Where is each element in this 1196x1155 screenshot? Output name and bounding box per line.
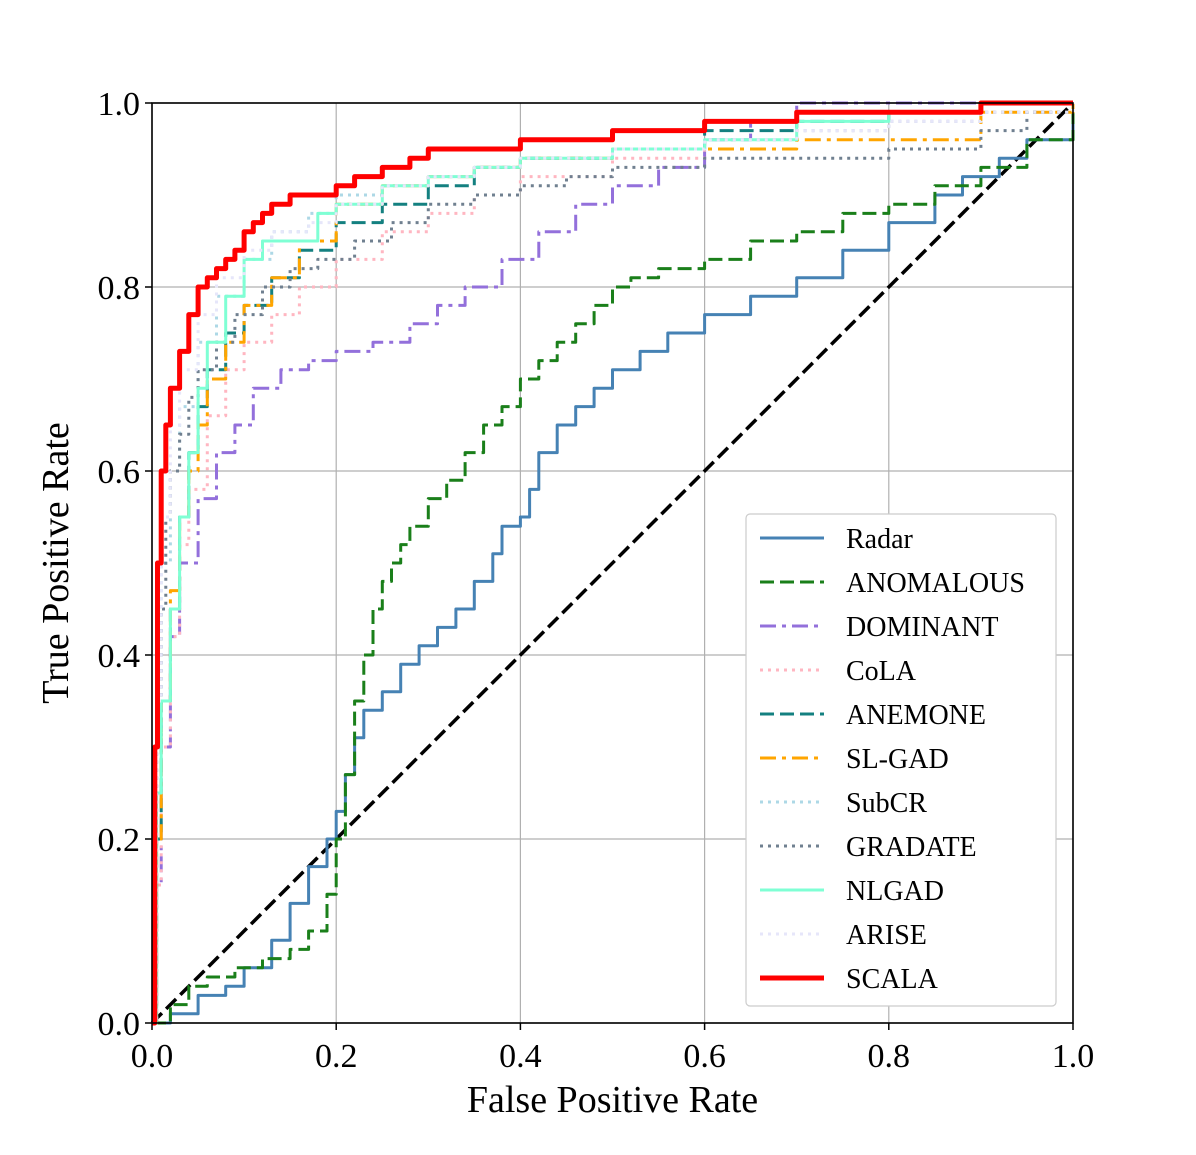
- legend-label-nlgad: NLGAD: [846, 876, 944, 907]
- legend-label-cola: CoLA: [846, 656, 917, 687]
- legend-label-scala: SCALA: [846, 964, 939, 995]
- legend-label-radar: Radar: [846, 524, 914, 555]
- series-line-cola: [152, 103, 1075, 1025]
- legend-label-arise: ARISE: [846, 920, 927, 951]
- y-tick-label-2: 0.4: [98, 638, 141, 675]
- legend-label-sl-gad: SL-GAD: [846, 744, 949, 775]
- y-tick-label-4: 0.8: [98, 270, 141, 307]
- series-line-radar: [152, 103, 1075, 1025]
- y-axis-label: True Positive Rate: [35, 422, 77, 704]
- x-tick-label-0: 0.0: [131, 1038, 174, 1075]
- legend-label-anemone: ANEMONE: [846, 700, 986, 731]
- legend-items: Radar ANOMALOUS DOMINANT CoLA ANEMONE SL-GAD S…: [760, 524, 1025, 995]
- x-axis-label: False Positive Rate: [467, 1079, 758, 1121]
- x-tick-label-5: 1.0: [1052, 1038, 1095, 1075]
- x-tick-label-1: 0.2: [315, 1038, 358, 1075]
- axis-ticks: 0.0 0.2 0.4 0.6 0.8 1.0 0.0 0.2 0.4 0.6 0.8 1.0: [98, 86, 1095, 1075]
- series-line-scala: [152, 100, 1073, 1026]
- series-line-arise: [152, 103, 1075, 1025]
- diagonal-reference-line: [150, 101, 1075, 1025]
- x-tick-label-4: 0.8: [868, 1038, 911, 1075]
- grid: [151, 102, 1074, 1024]
- legend-label-gradate: GRADATE: [846, 832, 977, 863]
- legend-label-anomalous: ANOMALOUS: [846, 568, 1025, 599]
- legend-box: [745, 513, 1057, 1007]
- x-tick-label-3: 0.6: [683, 1038, 726, 1075]
- plot-frame: [151, 102, 1074, 1024]
- y-tick-label-3: 0.6: [98, 454, 141, 491]
- y-tick-label-0: 0.0: [98, 1006, 141, 1043]
- y-tick-label-1: 0.2: [98, 822, 141, 859]
- y-tick-label-5: 1.0: [98, 86, 141, 123]
- legend: Radar ANOMALOUS DOMINANT CoLA ANEMONE SL-GAD S…: [745, 513, 1057, 1007]
- legend-label-dominant: DOMINANT: [846, 612, 998, 643]
- series-line-anomalous: [152, 103, 1075, 1025]
- series-lines: [152, 100, 1075, 1026]
- legend-label-subcr: SubCR: [846, 788, 927, 819]
- x-tick-label-2: 0.4: [499, 1038, 542, 1075]
